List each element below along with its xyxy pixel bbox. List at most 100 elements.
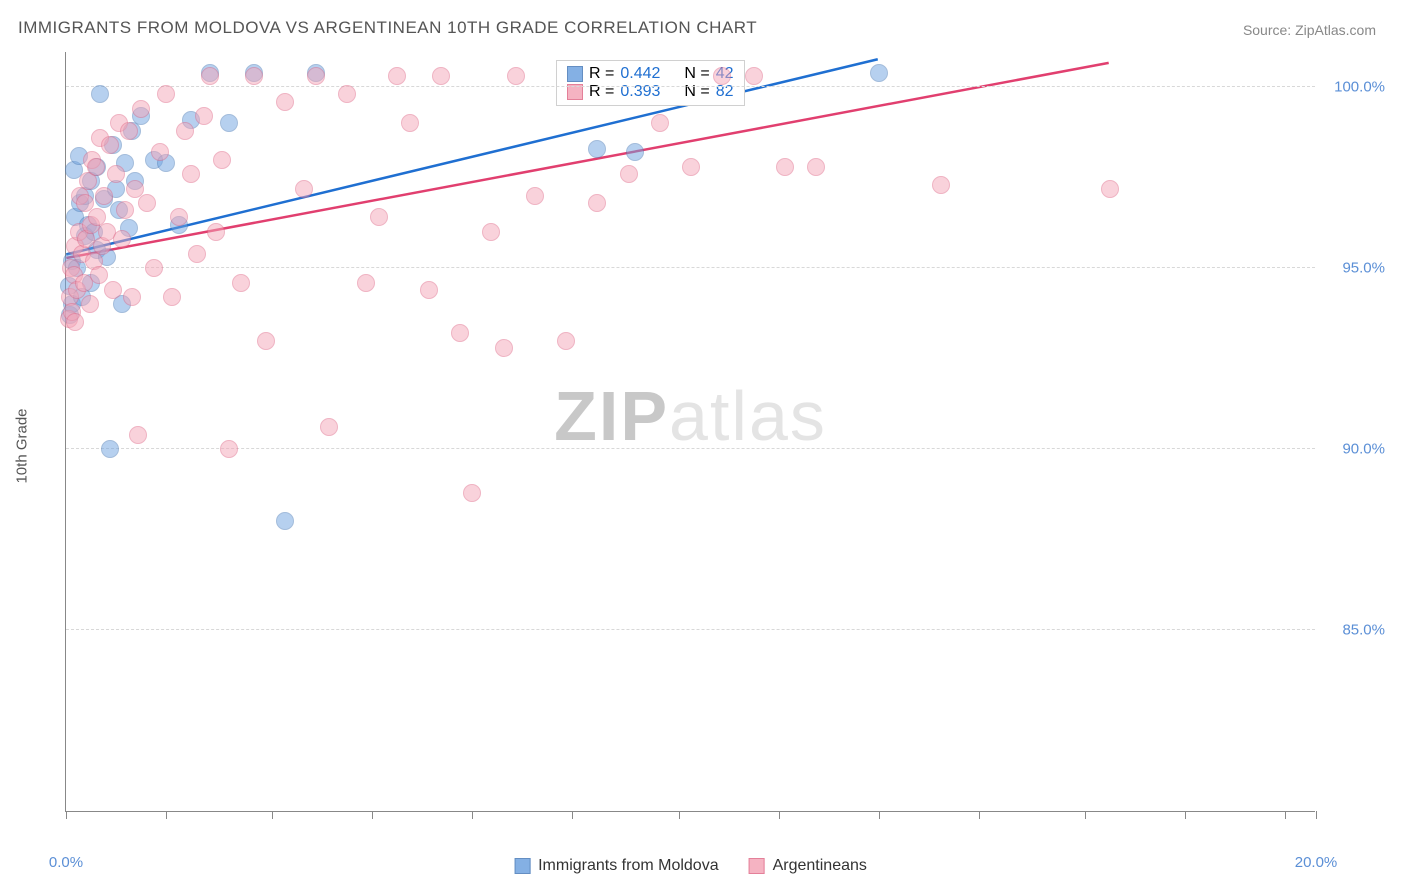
point-argentinean [932, 176, 950, 194]
point-argentinean [463, 484, 481, 502]
gridline-h [66, 629, 1315, 630]
point-argentinean [81, 295, 99, 313]
point-argentinean [557, 332, 575, 350]
n-label: N = [684, 65, 709, 83]
regline-moldova [66, 59, 877, 254]
point-argentinean [388, 67, 406, 85]
ytick-label: 95.0% [1325, 260, 1385, 277]
point-argentinean [338, 85, 356, 103]
point-argentinean [776, 158, 794, 176]
point-argentinean [123, 288, 141, 306]
gridline-h [66, 86, 1315, 87]
point-moldova [91, 85, 109, 103]
legend-swatch-2b [749, 858, 765, 874]
point-argentinean [129, 426, 147, 444]
xtick [979, 811, 980, 819]
point-argentinean [90, 266, 108, 284]
ytick-label: 100.0% [1325, 79, 1385, 96]
xtick [1316, 811, 1317, 819]
point-argentinean [401, 114, 419, 132]
xtick [1085, 811, 1086, 819]
point-argentinean [145, 259, 163, 277]
xtick [472, 811, 473, 819]
point-argentinean [507, 67, 525, 85]
point-argentinean [320, 418, 338, 436]
point-argentinean [132, 100, 150, 118]
point-argentinean [1101, 180, 1119, 198]
point-argentinean [357, 274, 375, 292]
point-moldova [588, 140, 606, 158]
point-argentinean [257, 332, 275, 350]
point-argentinean [182, 165, 200, 183]
gridline-h [66, 267, 1315, 268]
legend-item-1: Immigrants from Moldova [514, 857, 719, 875]
xtick [372, 811, 373, 819]
r-label: R = [589, 65, 614, 83]
point-argentinean [276, 93, 294, 111]
xtick-label: 20.0% [1295, 854, 1338, 871]
stats-row-1: R = 0.442 N = 42 [567, 65, 734, 83]
point-argentinean [232, 274, 250, 292]
point-argentinean [157, 85, 175, 103]
point-argentinean [526, 187, 544, 205]
point-moldova [101, 440, 119, 458]
xtick [66, 811, 67, 819]
xtick-label: 0.0% [49, 854, 83, 871]
point-argentinean [120, 122, 138, 140]
point-moldova [276, 512, 294, 530]
point-argentinean [163, 288, 181, 306]
point-argentinean [104, 281, 122, 299]
legend-label-1: Immigrants from Moldova [538, 857, 719, 875]
point-argentinean [188, 245, 206, 263]
r-value-1: 0.442 [620, 65, 660, 83]
watermark-part2: atlas [669, 377, 827, 455]
point-argentinean [370, 208, 388, 226]
point-argentinean [420, 281, 438, 299]
point-argentinean [107, 165, 125, 183]
point-argentinean [651, 114, 669, 132]
legend-bottom: Immigrants from Moldova Argentineans [514, 857, 867, 875]
point-moldova [626, 143, 644, 161]
source-label: Source: ZipAtlas.com [1243, 22, 1376, 38]
xtick [572, 811, 573, 819]
point-argentinean [207, 223, 225, 241]
point-argentinean [807, 158, 825, 176]
point-argentinean [95, 187, 113, 205]
xtick [272, 811, 273, 819]
point-argentinean [245, 67, 263, 85]
point-argentinean [620, 165, 638, 183]
point-moldova [220, 114, 238, 132]
xtick [166, 811, 167, 819]
point-argentinean [201, 67, 219, 85]
point-argentinean [495, 339, 513, 357]
point-argentinean [176, 122, 194, 140]
legend-label-2: Argentineans [773, 857, 867, 875]
chart-title: IMMIGRANTS FROM MOLDOVA VS ARGENTINEAN 1… [18, 18, 757, 38]
xtick [679, 811, 680, 819]
point-argentinean [87, 158, 105, 176]
point-argentinean [138, 194, 156, 212]
point-argentinean [101, 136, 119, 154]
point-argentinean [113, 230, 131, 248]
legend-swatch-1b [514, 858, 530, 874]
point-argentinean [116, 201, 134, 219]
point-argentinean [482, 223, 500, 241]
point-moldova [870, 64, 888, 82]
point-argentinean [307, 67, 325, 85]
watermark-part1: ZIP [554, 377, 669, 455]
legend-item-2: Argentineans [749, 857, 867, 875]
point-argentinean [682, 158, 700, 176]
point-argentinean [195, 107, 213, 125]
point-argentinean [588, 194, 606, 212]
point-argentinean [220, 440, 238, 458]
point-argentinean [713, 67, 731, 85]
y-axis-label: 10th Grade [14, 408, 31, 483]
point-argentinean [213, 151, 231, 169]
point-argentinean [432, 67, 450, 85]
point-argentinean [295, 180, 313, 198]
point-argentinean [451, 324, 469, 342]
watermark: ZIPatlas [554, 376, 827, 456]
ytick-label: 85.0% [1325, 622, 1385, 639]
xtick [779, 811, 780, 819]
chart-plot-area: ZIPatlas R = 0.442 N = 42 R = 0.393 N = … [65, 52, 1315, 812]
